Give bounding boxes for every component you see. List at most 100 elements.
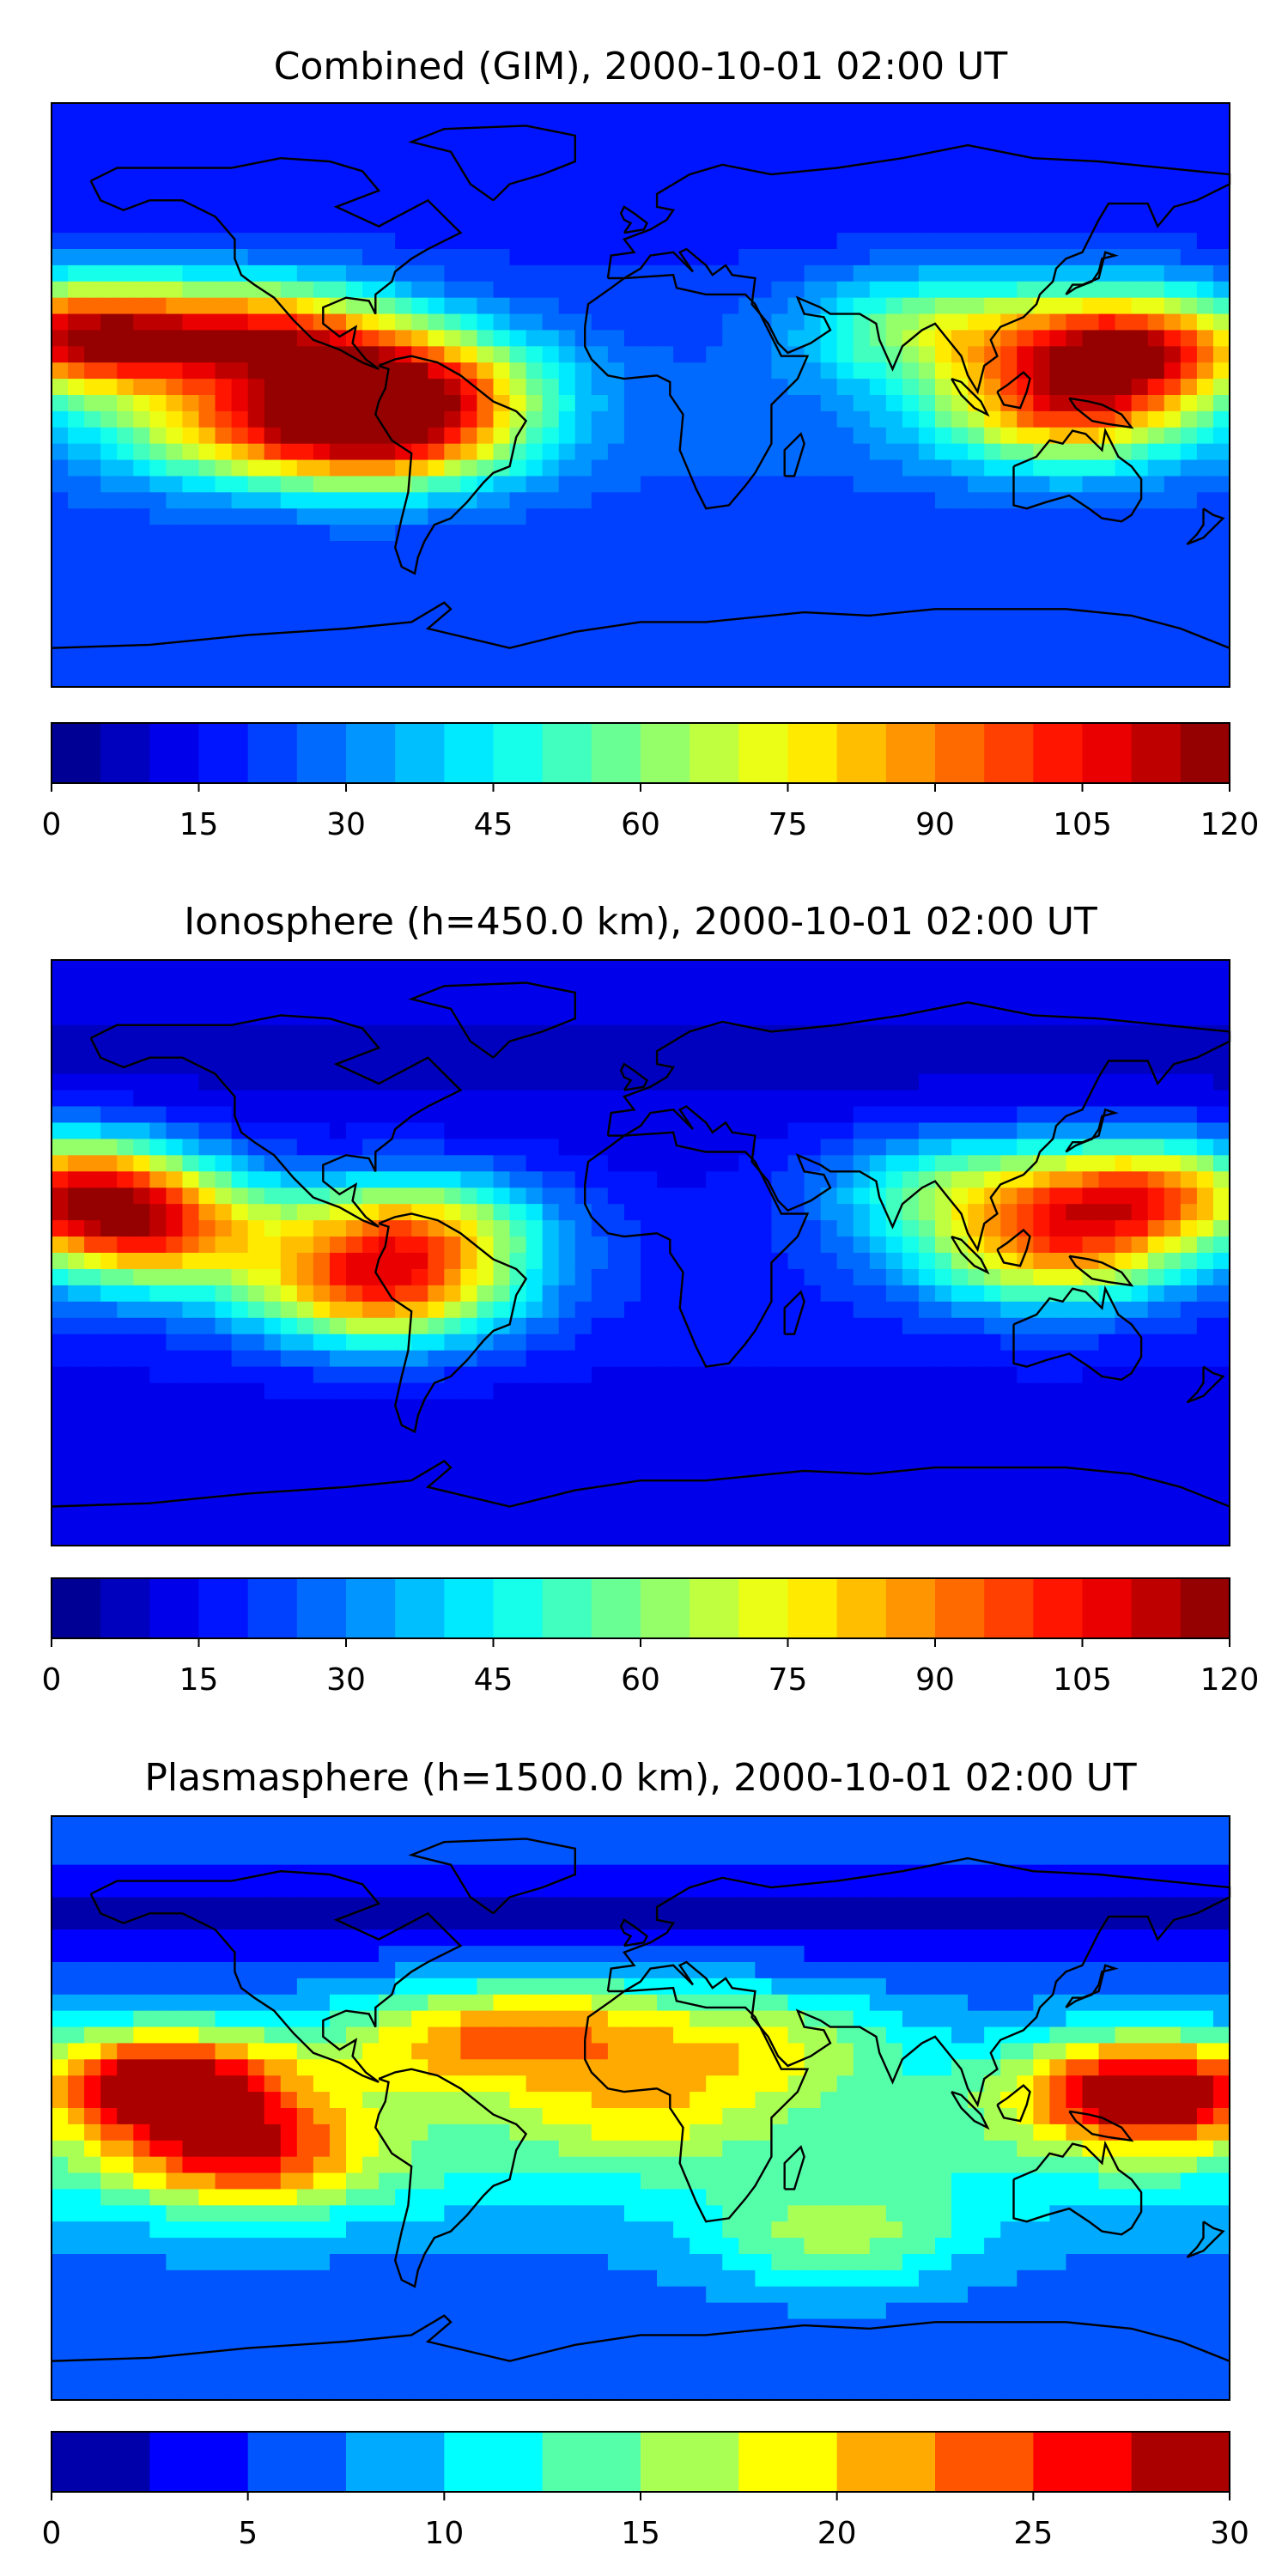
heatmap-cell [264, 1073, 282, 1091]
heatmap-cell [804, 1188, 822, 1205]
heatmap-cell [509, 541, 527, 558]
heatmap-cell [738, 1188, 756, 1205]
heatmap-cell [362, 1431, 380, 1449]
heatmap-cell [1131, 556, 1149, 574]
heatmap-cell [346, 1073, 363, 1091]
heatmap-cell [984, 492, 1001, 509]
heatmap-cell [951, 1253, 969, 1270]
heatmap-cell [1163, 184, 1182, 201]
heatmap-cell [117, 1285, 134, 1303]
heatmap-cell [706, 1188, 723, 1205]
heatmap-cell [657, 1350, 674, 1368]
heatmap-cell [623, 1382, 641, 1400]
heatmap-cell [198, 1057, 216, 1075]
heatmap-cell [1033, 975, 1050, 993]
heatmap-cell [198, 1236, 216, 1254]
heatmap-cell [198, 992, 216, 1010]
heatmap-cell [1147, 1008, 1165, 1026]
heatmap-cell [1163, 1236, 1182, 1254]
heatmap-cell [280, 297, 298, 315]
heatmap-cell [1098, 297, 1116, 315]
heatmap-cell [362, 541, 380, 558]
heatmap-cell [100, 1334, 118, 1352]
heatmap-cell [68, 476, 85, 493]
heatmap-cell [607, 1448, 625, 1465]
heatmap-cell [1147, 525, 1165, 542]
heatmap-cell [1033, 992, 1050, 1010]
heatmap-cell [329, 508, 347, 526]
heatmap-cell [346, 233, 363, 250]
heatmap-cell [1017, 281, 1034, 299]
heatmap-cell [1000, 1236, 1018, 1254]
heatmap-cell [902, 492, 920, 509]
heatmap-cell [690, 443, 707, 461]
heatmap-cell [1180, 476, 1198, 493]
heatmap-cell [509, 1155, 527, 1172]
heatmap-cell [231, 541, 249, 558]
heatmap-cell [836, 151, 854, 169]
heatmap-cell [623, 1334, 641, 1352]
heatmap-cell [166, 960, 184, 977]
heatmap-cell [509, 135, 527, 153]
heatmap-cell [574, 216, 592, 234]
heatmap-cell [836, 1253, 854, 1270]
heatmap-cell [182, 1057, 200, 1075]
heatmap-cell [1131, 1155, 1149, 1172]
heatmap-cell [68, 605, 85, 623]
heatmap-cell [1212, 330, 1230, 347]
heatmap-cell [166, 492, 184, 509]
heatmap-cell [690, 556, 707, 574]
heatmap-cell [1033, 151, 1050, 169]
heatmap-cell [296, 1464, 314, 1481]
heatmap-cell [117, 443, 134, 461]
heatmap-cell [493, 1090, 511, 1108]
heatmap-cell [641, 1448, 658, 1465]
colorbar-segment [493, 723, 544, 783]
heatmap-cell [641, 1236, 658, 1254]
heatmap-cell [542, 541, 560, 558]
heatmap-cell [231, 184, 249, 201]
heatmap-cell [869, 1188, 887, 1205]
heatmap-cell [215, 1253, 233, 1270]
heatmap-cell [591, 135, 609, 153]
heatmap-cell [755, 1448, 773, 1465]
heatmap-cell [755, 1350, 773, 1368]
heatmap-cell [722, 525, 739, 542]
heatmap-cell [329, 1188, 347, 1205]
heatmap-cell [133, 1253, 150, 1270]
heatmap-cell [526, 1350, 544, 1368]
heatmap-cell [84, 556, 101, 574]
heatmap-cell [657, 1041, 674, 1059]
heatmap-cell [673, 184, 690, 201]
heatmap-cell [346, 573, 363, 591]
heatmap-cell [117, 1350, 134, 1368]
heatmap-cell [52, 476, 69, 493]
heatmap-cell [968, 281, 985, 299]
heatmap-cell [477, 1188, 495, 1205]
heatmap-cell [853, 167, 871, 185]
heatmap-cell [641, 1204, 658, 1221]
heatmap-cell [313, 1301, 331, 1319]
heatmap-cell [836, 638, 854, 655]
heatmap-cell [869, 1399, 887, 1417]
heatmap-cell [820, 1399, 838, 1417]
heatmap-cell [1163, 264, 1182, 283]
heatmap-cell [100, 508, 118, 526]
heatmap-cell [690, 330, 707, 347]
heatmap-cell [1000, 1448, 1018, 1465]
heatmap-cell [379, 1057, 396, 1075]
heatmap-cell [657, 671, 674, 688]
heatmap-cell [509, 1415, 527, 1432]
heatmap-cell [1147, 379, 1165, 396]
heatmap-cell [836, 249, 854, 266]
heatmap-cell [657, 118, 674, 137]
heatmap-cell [853, 476, 871, 493]
heatmap-cell [477, 443, 495, 461]
heatmap-cell [117, 1431, 134, 1449]
heatmap-cell [574, 1024, 592, 1042]
heatmap-cell [395, 410, 412, 428]
heatmap-cell [607, 589, 625, 607]
heatmap-cell [591, 476, 609, 493]
heatmap-cell [722, 1399, 739, 1417]
heatmap-cell [918, 1301, 936, 1319]
